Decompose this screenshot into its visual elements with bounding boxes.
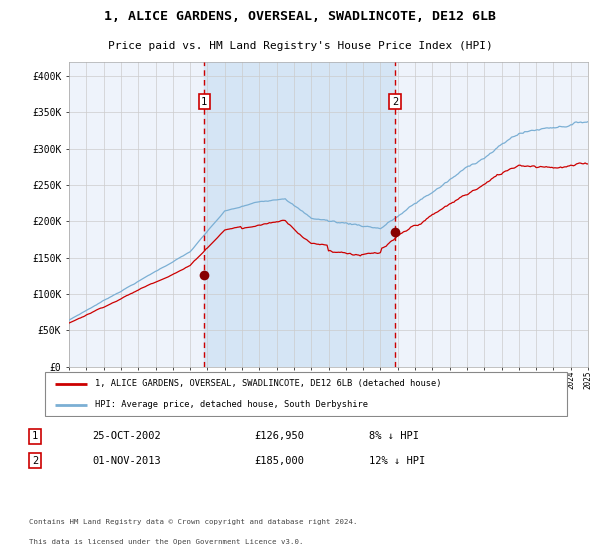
Text: £126,950: £126,950 — [254, 431, 304, 441]
Text: 2: 2 — [392, 96, 398, 106]
Text: £185,000: £185,000 — [254, 456, 304, 465]
Text: 1, ALICE GARDENS, OVERSEAL, SWADLINCOTE, DE12 6LB (detached house): 1, ALICE GARDENS, OVERSEAL, SWADLINCOTE,… — [95, 379, 442, 388]
Text: Price paid vs. HM Land Registry's House Price Index (HPI): Price paid vs. HM Land Registry's House … — [107, 41, 493, 51]
Text: 2: 2 — [32, 456, 38, 465]
Text: 12% ↓ HPI: 12% ↓ HPI — [369, 456, 425, 465]
Text: 01-NOV-2013: 01-NOV-2013 — [92, 456, 161, 465]
Text: HPI: Average price, detached house, South Derbyshire: HPI: Average price, detached house, Sout… — [95, 400, 368, 409]
Text: Contains HM Land Registry data © Crown copyright and database right 2024.: Contains HM Land Registry data © Crown c… — [29, 519, 358, 525]
Bar — [204, 62, 395, 367]
FancyBboxPatch shape — [44, 372, 568, 416]
Text: 1: 1 — [201, 96, 208, 106]
Text: 1: 1 — [32, 431, 38, 441]
Text: 1, ALICE GARDENS, OVERSEAL, SWADLINCOTE, DE12 6LB: 1, ALICE GARDENS, OVERSEAL, SWADLINCOTE,… — [104, 10, 496, 23]
Text: 8% ↓ HPI: 8% ↓ HPI — [369, 431, 419, 441]
Text: This data is licensed under the Open Government Licence v3.0.: This data is licensed under the Open Gov… — [29, 539, 304, 545]
Text: 25-OCT-2002: 25-OCT-2002 — [92, 431, 161, 441]
